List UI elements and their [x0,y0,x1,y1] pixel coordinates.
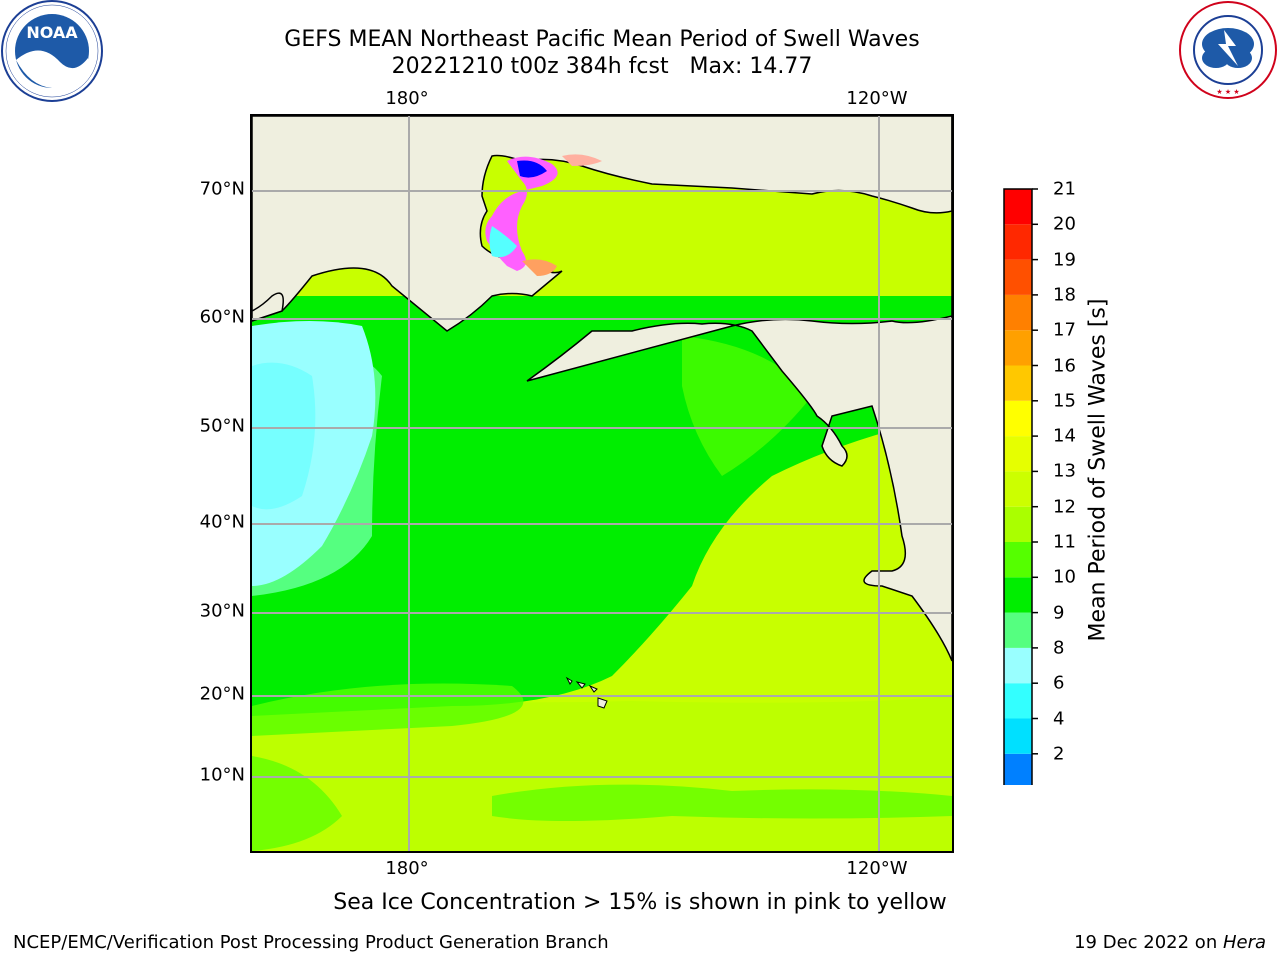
map-panel [250,114,954,853]
lat-label-60n: 60°N [199,306,245,328]
colorbar-tick-label: 16 [1053,355,1076,376]
sea-ice-orange [522,259,557,276]
colorbar-title: Mean Period of Swell Waves [s] [1085,298,1111,642]
sea-ice-note: Sea Ice Concentration > 15% is shown in … [333,890,947,915]
footer-date-text: 19 Dec 2022 on [1074,932,1223,953]
svg-text:★ ★ ★: ★ ★ ★ [1216,88,1239,96]
colorbar-tick-label: 2 [1053,743,1065,765]
lat-label-30n: 30°N [199,600,245,622]
noaa-logo-text: NOAA [26,23,78,42]
swell-period-map [252,116,952,851]
colorbar-segment [1004,259,1032,295]
colorbar-segment [1004,294,1032,331]
colorbar-tick-label: 19 [1053,249,1076,271]
lat-label-70n: 70°N [199,178,245,200]
colorbar-segment [1004,436,1032,472]
field-trop-west [252,756,342,851]
colorbar-segment [1004,506,1032,542]
noaa-logo: NOAA [1,0,103,102]
title-line-2: 20221210 t00z 384h fcst Max: 14.77 [391,54,813,79]
colorbar-segment [1004,365,1032,401]
lat-label-20n: 20°N [199,683,245,705]
colorbar [1003,188,1038,785]
sea-ice-salmon [562,154,602,166]
lon-label-bottom-180: 180° [385,858,429,879]
field-cyan-8 [252,362,316,510]
footer-date: 19 Dec 2022 on Hera [1074,932,1266,953]
colorbar-tick-label: 17 [1053,319,1076,341]
colorbar-segment [1004,189,1032,225]
sea-ice-blue [517,160,547,178]
field-trop-band [492,784,952,821]
colorbar-tick-label: 20 [1053,213,1076,235]
colorbar-tick-label: 12 [1053,496,1076,518]
lat-label-40n: 40°N [199,511,245,533]
graticule [252,116,952,851]
lat-label-10n: 10°N [199,764,245,786]
colorbar-tick-label: 9 [1053,602,1065,624]
nws-logo: ★ ★ ★ [1179,1,1277,99]
colorbar-segment [1004,471,1032,507]
colorbar-segment [1004,577,1032,613]
colorbar-segment [1004,683,1032,719]
lon-label-bottom-120w: 120°W [846,858,908,879]
colorbar-segment [1004,753,1032,785]
footer-credit: NCEP/EMC/Verification Post Processing Pr… [13,932,609,953]
colorbar-tick-label: 13 [1053,460,1076,482]
field-green-12 [682,336,812,476]
colorbar-tick-label: 10 [1053,566,1076,588]
footer-machine: Hera [1222,932,1266,953]
colorbar-tick-label: 8 [1053,637,1065,659]
sea-cyan-bering [489,226,517,258]
lat-label-50n: 50°N [199,415,245,437]
colorbar-tick-label: 15 [1053,390,1076,412]
colorbar-tick-label: 6 [1053,672,1065,694]
lon-label-top-180: 180° [385,88,429,109]
lon-label-top-120w: 120°W [846,88,908,109]
colorbar-outline [1003,188,1033,785]
colorbar-tick-label: 18 [1053,284,1076,306]
colorbar-tick-label: 14 [1053,425,1076,447]
colorbar-tick-label: 21 [1053,178,1076,200]
colorbar-segment [1004,542,1032,578]
title-line-1: GEFS MEAN Northeast Pacific Mean Period … [284,27,920,52]
colorbar-tick-label: 4 [1053,708,1065,729]
colorbar-segment [1004,330,1032,366]
colorbar-segment [1004,647,1032,684]
land-kamchatka [252,292,284,322]
colorbar-segment [1004,718,1032,754]
colorbar-segment [1004,400,1032,437]
colorbar-tick-label: 11 [1053,531,1076,553]
colorbar-segment [1004,224,1032,260]
colorbar-segment [1004,612,1032,648]
land-hawaii [565,676,608,709]
